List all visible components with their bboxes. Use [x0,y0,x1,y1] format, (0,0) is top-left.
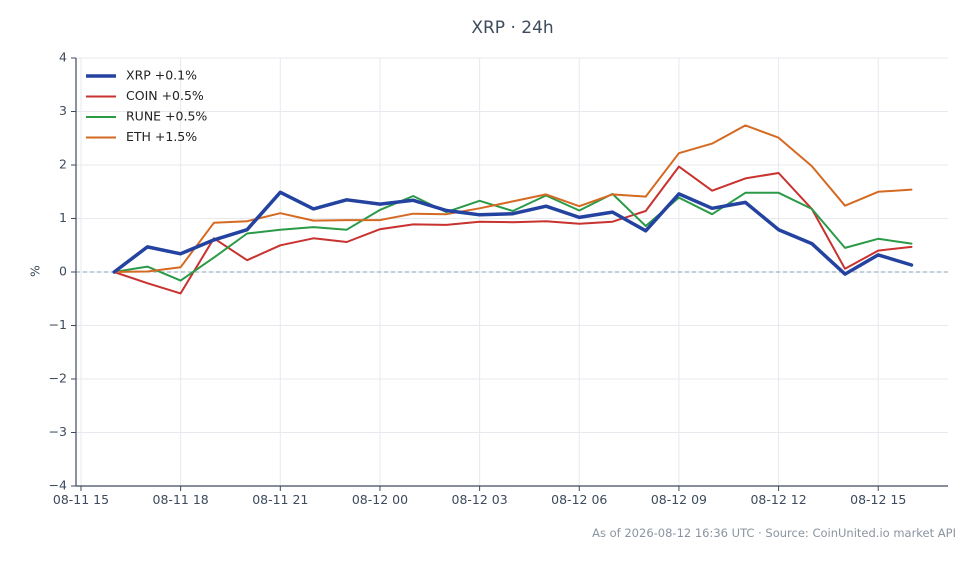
y-tick-label: −3 [49,424,67,439]
grid-lines [76,57,948,487]
x-tick-label: 08-12 12 [750,492,806,507]
data-source: Source: CoinUnited.io market API [765,526,956,540]
y-axis-label: % [28,265,43,277]
chart-title: XRP · 24h [471,18,554,38]
as-of-timestamp: As of 2026-08-12 16:36 UTC [592,526,755,540]
chart-footer: As of 2026-08-12 16:36 UTC · Source: Coi… [592,526,956,540]
y-tick-label: −4 [49,478,67,493]
y-tick-label: 0 [59,264,67,279]
y-tick-label: 3 [59,103,67,118]
legend: XRP +0.1% COIN +0.5% RUNE +0.5% ETH +1.5% [86,68,207,144]
x-tick-label: 08-11 18 [153,492,209,507]
series-line-xrp [112,190,914,276]
legend-label-xrp: XRP +0.1% [126,68,197,83]
y-tick-label: −2 [49,371,67,386]
legend-label-eth: ETH +1.5% [126,129,197,144]
x-tick-label: 08-12 06 [551,492,607,507]
legend-label-rune: RUNE +0.5% [126,109,207,124]
footer-separator: · [758,526,762,540]
x-tick-label: 08-12 03 [452,492,508,507]
x-axis-ticks: 08-11 15 08-11 18 08-11 21 08-12 00 08-12 03… [53,486,906,507]
y-tick-label: 4 [59,50,67,65]
series-line-rune [113,191,913,282]
y-tick-label: 1 [59,210,67,225]
series-lines [112,124,914,295]
series-line-coin [113,165,913,295]
y-tick-label: −1 [49,317,67,332]
x-tick-label: 08-12 00 [352,492,408,507]
series-line-eth [113,124,913,273]
y-tick-label: 2 [59,157,67,172]
legend-label-coin: COIN +0.5% [126,88,204,103]
x-tick-label: 08-12 15 [850,492,906,507]
x-tick-label: 08-11 15 [53,492,109,507]
x-tick-label: 08-12 09 [651,492,707,507]
x-tick-label: 08-11 21 [252,492,308,507]
y-axis-ticks: −4 −3 −2 −1 0 1 2 3 4 [49,50,76,493]
